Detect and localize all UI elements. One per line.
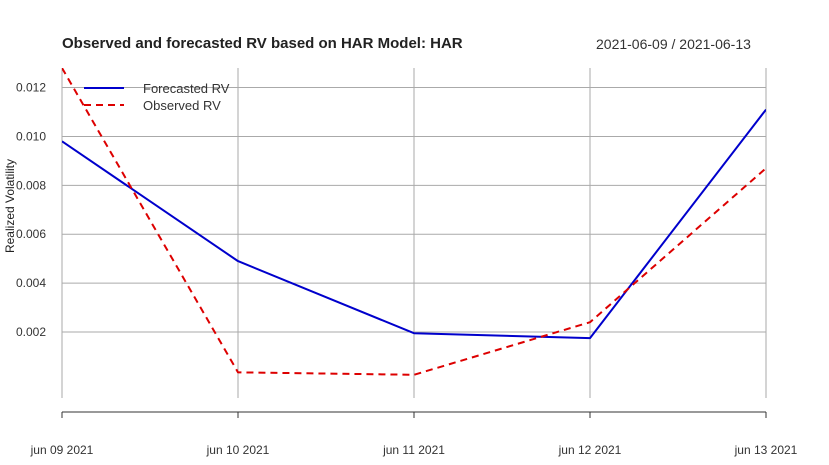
y-tick-label: 0.006 <box>16 227 46 241</box>
series-layer <box>62 68 766 376</box>
date-range: 2021-06-09 / 2021-06-13 <box>596 36 751 52</box>
x-tick-label: jun 13 2021 <box>734 443 798 457</box>
y-tick-label: 0.010 <box>16 129 46 143</box>
chart-title: Observed and forecasted RV based on HAR … <box>62 35 463 52</box>
series-line-observed <box>62 68 766 376</box>
x-tick-label: jun 12 2021 <box>558 443 622 457</box>
x-tick-label: jun 09 2021 <box>30 443 94 457</box>
y-tick-label: 0.002 <box>16 325 46 339</box>
x-tick-label: jun 11 2021 <box>382 443 445 457</box>
y-axis-label: Realized Volatility <box>3 159 17 253</box>
legend: Forecasted RV Observed RV <box>84 81 230 113</box>
legend-label-forecasted: Forecasted RV <box>143 81 230 96</box>
x-axis: jun 09 2021 jun 10 2021 jun 11 2021 jun 12 … <box>30 411 798 457</box>
x-tick-label: jun 10 2021 <box>206 443 270 457</box>
y-tick-label: 0.008 <box>16 178 46 192</box>
y-axis: 0.002 0.004 0.006 0.008 0.010 0.012 <box>16 81 46 339</box>
series-line-forecasted <box>62 108 766 340</box>
legend-label-observed: Observed RV <box>143 98 221 113</box>
grid <box>61 68 767 398</box>
y-tick-label: 0.004 <box>16 276 46 290</box>
y-tick-label: 0.012 <box>16 81 46 95</box>
